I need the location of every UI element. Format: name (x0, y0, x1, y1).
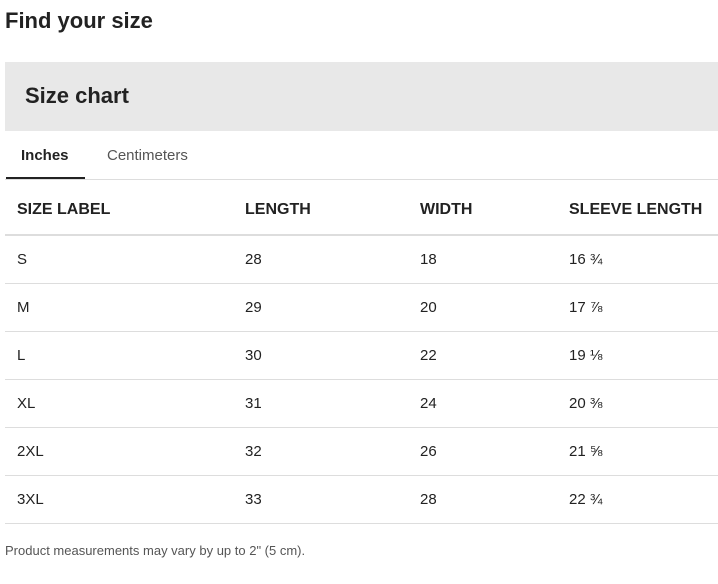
table-cell: 2XL (5, 427, 233, 476)
table-cell: 31 (233, 379, 408, 428)
table-cell: 20 ⅜ (557, 379, 718, 428)
table-cell: 28 (408, 475, 557, 524)
size-chart-header: Size chart (5, 62, 718, 131)
table-cell: XL (5, 379, 233, 428)
table-row: 3XL 33 28 22 ¾ (5, 475, 718, 524)
table-cell: M (5, 283, 233, 332)
active-tab-indicator (6, 177, 85, 179)
table-row: L 30 22 19 ⅛ (5, 331, 718, 380)
table-cell: 20 (408, 283, 557, 332)
table-cell: 26 (408, 427, 557, 476)
unit-tabs: Inches Centimeters (5, 131, 718, 180)
table-cell: 19 ⅛ (557, 331, 718, 380)
table-cell: 22 (408, 331, 557, 380)
page-title: Find your size (5, 8, 153, 33)
size-table: SIZE LABEL LENGTH WIDTH SLEEVE LENGTH S 28 18… (5, 185, 718, 524)
header-row: SIZE LABEL LENGTH WIDTH SLEEVE LENGTH (5, 185, 718, 236)
table-row: M 29 20 17 ⅞ (5, 283, 718, 332)
tab-centimeters[interactable]: Centimeters (107, 147, 188, 164)
table-cell: 30 (233, 331, 408, 380)
tab-inches[interactable]: Inches (21, 147, 69, 164)
table-cell: 24 (408, 379, 557, 428)
table-cell: 3XL (5, 475, 233, 524)
table-cell: 18 (408, 235, 557, 284)
table-row: XL 31 24 20 ⅜ (5, 379, 718, 428)
table-cell: S (5, 235, 233, 284)
table-cell: 33 (233, 475, 408, 524)
table-cell: 32 (233, 427, 408, 476)
table-cell: 17 ⅞ (557, 283, 718, 332)
column-header: LENGTH (233, 185, 408, 236)
column-header: SIZE LABEL (5, 185, 233, 236)
table-row: 2XL 32 26 21 ⅝ (5, 427, 718, 476)
table-cell: 21 ⅝ (557, 427, 718, 476)
table-row: S 28 18 16 ¾ (5, 235, 718, 284)
table-body: S 28 18 16 ¾ M 29 20 17 ⅞ L 30 22 19 ⅛ XL 31 24 20 ⅜ 2XL… (5, 235, 718, 524)
column-header: SLEEVE LENGTH (557, 185, 718, 236)
size-chart-title: Size chart (25, 83, 129, 108)
table-cell: 22 ¾ (557, 475, 718, 524)
table-cell: 28 (233, 235, 408, 284)
column-header: WIDTH (408, 185, 557, 236)
footnote: Product measurements may vary by up to 2… (5, 543, 306, 558)
table-cell: 16 ¾ (557, 235, 718, 284)
table-cell: 29 (233, 283, 408, 332)
table-cell: L (5, 331, 233, 380)
